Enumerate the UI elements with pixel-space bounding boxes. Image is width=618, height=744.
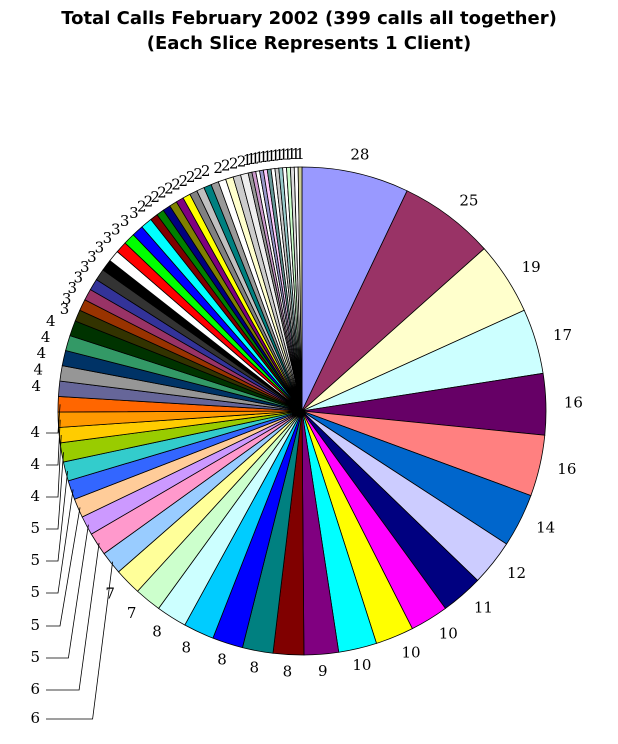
slice-value-label: 2 [171,176,181,194]
slice-value-label: 2 [144,193,154,211]
slice-value-label: 2 [164,180,174,198]
slice-value-label: 3 [120,212,130,230]
slice-value-label: 3 [67,279,77,297]
slice-value-label: 1 [247,150,257,168]
chart-title-block: Total Calls February 2002 (399 calls all… [0,6,618,56]
slice-value-label: 1 [243,151,253,169]
slice-value-label: 3 [129,204,139,222]
slice-value-label: 2 [157,184,167,202]
leader-line [46,470,68,562]
slice-value-label: 8 [181,638,191,656]
slice-value-label: 4 [30,423,40,441]
slice-value-label: 1 [283,145,293,163]
slice-value-label: 14 [536,519,555,537]
leader-line [46,404,61,434]
slice-value-label: 2 [201,162,211,180]
slice-value-label: 8 [250,659,260,677]
slice-value-label: 1 [255,149,265,167]
slice-value-label: 1 [259,148,269,166]
slice-value-label: 1 [263,147,273,165]
leader-line [46,489,74,594]
slice-value-label: 5 [30,616,40,634]
slice-value-label: 28 [350,146,369,164]
slice-value-label: 4 [46,312,56,330]
slice-value-label: 1 [295,145,305,163]
slice-value-label: 6 [30,709,40,727]
slice-value-label: 3 [80,258,90,276]
slice-value-label: 8 [217,651,227,669]
slice-value-label: 2 [137,198,147,216]
slice-value-label: 3 [60,300,70,318]
slice-value-label: 1 [279,146,289,164]
slice-value-label: 8 [283,663,293,681]
slice-value-label: 4 [30,455,40,473]
slice-value-label: 5 [30,583,40,601]
slice-value-label: 12 [507,564,526,582]
slice-value-label: 4 [32,377,42,395]
leader-line [46,524,89,659]
slice-value-label: 25 [459,192,478,210]
slice-value-label: 1 [291,145,301,163]
label-leader-lines [46,404,113,720]
slice-value-label: 1 [271,146,281,164]
slice-value-label: 3 [95,238,105,256]
slice-value-label: 3 [74,268,84,286]
slice-value-label: 4 [41,328,51,346]
slice-value-label: 3 [62,290,72,308]
slice-value-label: 5 [30,648,40,666]
slice-value-label: 3 [103,229,113,247]
slice-value-label: 1 [287,145,297,163]
leader-line [46,419,61,466]
slice-value-label: 10 [439,625,458,643]
slice-value-label: 7 [105,584,115,602]
slice-value-label: 2 [229,154,239,172]
slice-value-label: 2 [193,165,203,183]
pie-slice [297,166,303,412]
leader-line [46,434,62,498]
leader-line [46,507,81,627]
slice-value-label: 2 [221,157,231,175]
slice-value-label: 6 [30,680,40,698]
slice-value-label: 2 [179,172,189,190]
slice-value-label: 4 [30,487,40,505]
slice-value-label: 10 [352,656,371,674]
slice-value-label: 8 [152,622,162,640]
pie-slices [57,166,547,656]
slice-value-label: 3 [87,248,97,266]
slice-value-label: 16 [564,394,583,412]
slice-value-label: 2 [237,152,247,170]
slice-value-label: 5 [30,551,40,569]
chart-title: Total Calls February 2002 (399 calls all… [61,8,557,29]
slice-value-label: 2 [186,168,196,186]
data-labels: 2825191716161412111010109888887766555554… [30,145,583,727]
slice-value-label: 19 [522,258,541,276]
slice-value-label: 4 [34,361,44,379]
slice-value-label: 7 [127,604,137,622]
slice-value-label: 16 [557,460,576,478]
slice-value-label: 4 [37,344,47,362]
chart-subtitle: (Each Slice Represents 1 Client) [146,33,472,54]
slice-value-label: 10 [402,643,421,661]
leader-line [46,452,64,530]
slice-value-label: 1 [267,147,277,165]
slice-value-label: 9 [318,662,328,680]
slice-value-label: 3 [111,220,121,238]
slice-value-label: 1 [251,149,261,167]
pie-slice [301,166,408,412]
slice-value-label: 1 [275,146,285,164]
slice-value-label: 2 [150,188,160,206]
slice-value-label: 5 [30,519,40,537]
slice-value-label: 11 [474,599,493,617]
slice-value-label: 2 [213,159,223,177]
leader-line [46,542,100,691]
slice-value-label: 17 [553,326,572,344]
leader-line [46,561,113,720]
